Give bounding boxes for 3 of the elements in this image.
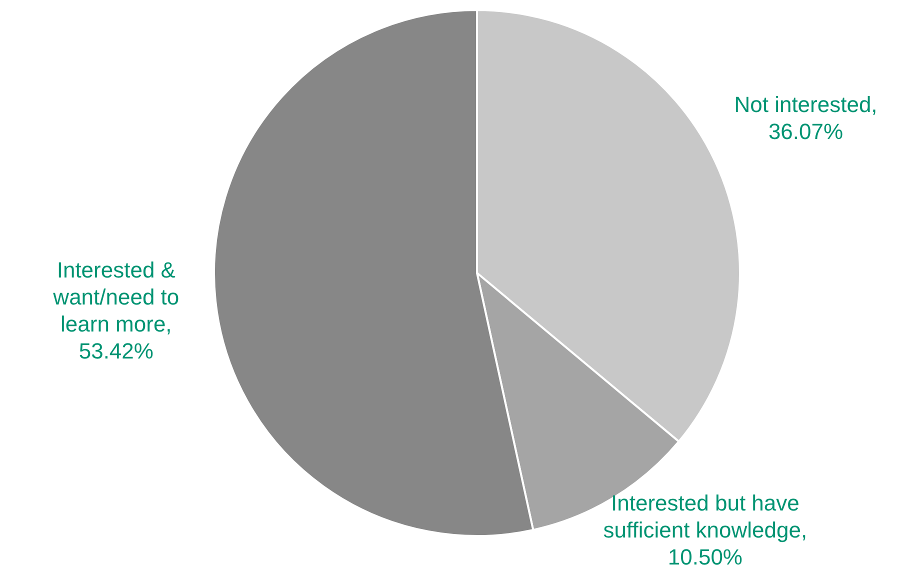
slice-label: Not interested, 36.07%: [734, 92, 878, 144]
slice-label: Interested but have sufficient knowledge, 10.50%: [603, 490, 808, 570]
slice-label: Interested & want/need to learn more, 53.42%: [52, 258, 180, 364]
